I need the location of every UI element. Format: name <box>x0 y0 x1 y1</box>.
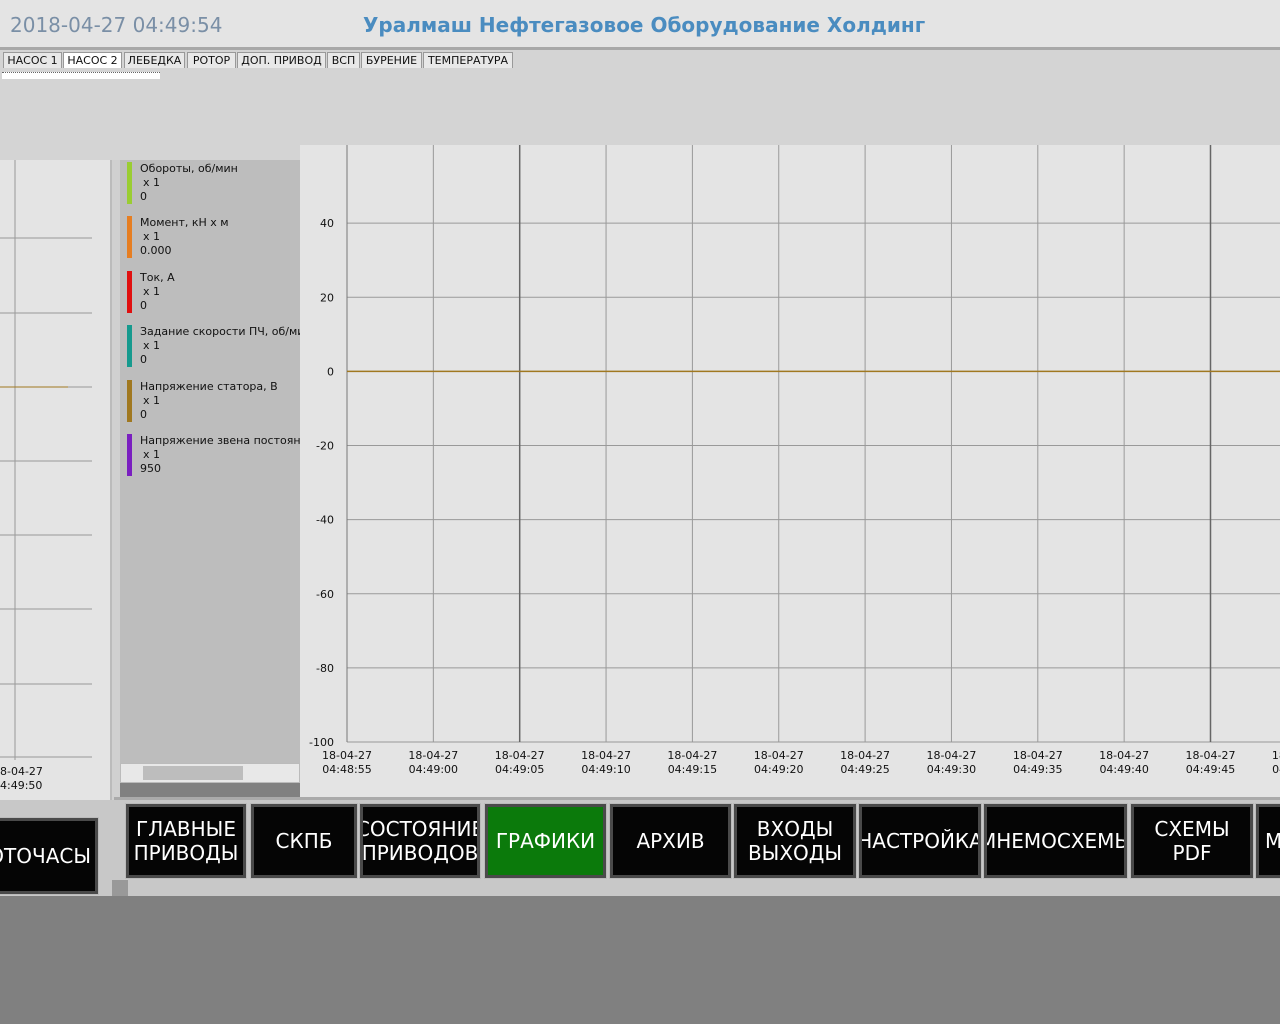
nav-button[interactable]: ВХОДЫ ВЫХОДЫ <box>734 804 856 878</box>
title: Уралмаш Нефтегазовое Оборудование Холдин… <box>363 13 926 37</box>
x-tick-label: 18-04-27 04:49:45 <box>1186 749 1236 776</box>
legend-value: 950 <box>140 462 161 475</box>
nav-button[interactable]: М <box>1256 804 1280 878</box>
x-tick-label: 18-04-27 04:49:40 <box>1099 749 1149 776</box>
y-tick-label: -20 <box>316 440 334 453</box>
legend-scale: x 1 <box>143 448 161 461</box>
legend-scale: x 1 <box>143 176 161 189</box>
legend-color <box>127 270 132 313</box>
nav-button[interactable]: МНЕМОСХЕМЫ <box>984 804 1127 878</box>
legend-value: 0 <box>140 407 147 421</box>
x-tick-label: 18-04-27 04:49:20 <box>754 749 804 776</box>
legend-color <box>127 325 132 368</box>
legend-scale: x 1 <box>143 393 161 407</box>
x-tick-label: 18-04-27 04:49:30 <box>926 749 976 776</box>
legend-value: 0 <box>140 298 147 312</box>
x-tick-label: 18-04-27 04:48:55 <box>322 749 372 776</box>
left-x-label: 4:49:50 <box>0 779 42 792</box>
x-tick-label: 18-04-27 04:49:25 <box>840 749 890 776</box>
x-tick-label: 18-04-27 04:49:10 <box>581 749 631 776</box>
scroll-thumb[interactable] <box>143 766 243 780</box>
tab[interactable]: НАСОС 2 <box>63 52 122 68</box>
chart-panel <box>300 145 1280 798</box>
y-tick-label: 0 <box>327 365 334 378</box>
nav-button[interactable]: СХЕМЫ PDF <box>1131 804 1253 878</box>
legend-color <box>127 379 132 422</box>
y-tick-label: -80 <box>316 662 334 675</box>
left-plot: 8-04-27 4:49:50 <box>0 160 112 810</box>
nav-button[interactable]: ГРАФИКИ <box>485 804 606 878</box>
x-tick-label: 18-04-27 04:49:05 <box>495 749 545 776</box>
y-tick-label: -100 <box>309 736 334 749</box>
nav-button[interactable]: ОТОЧАСЫ <box>0 818 98 894</box>
y-tick-label: -40 <box>316 514 334 527</box>
legend-value: 0 <box>140 190 147 203</box>
nav-button[interactable]: ГЛАВНЫЕ ПРИВОДЫ <box>126 804 246 878</box>
tab[interactable]: ВСП <box>327 52 360 68</box>
nav-button[interactable]: СОСТОЯНИЕ ПРИВОДОВ <box>360 804 480 878</box>
legend-color <box>127 162 132 204</box>
legend-name: Обороты, об/мин <box>140 162 238 175</box>
chart: -100 -80 -60 -40 -20 0 20 40 18-04-27 04:48:55 18-… <box>309 145 1280 776</box>
tab[interactable]: ДОП. ПРИВОД <box>237 52 326 68</box>
tab[interactable]: НАСОС 1 <box>3 52 62 68</box>
x-tick-label: 18-04-27 04:49:15 <box>667 749 717 776</box>
legend-scale: x 1 <box>143 339 161 353</box>
legend-name: Напряжение звена постоянного тока <box>140 434 300 447</box>
left-plot-svg: 8-04-27 4:49:50 <box>0 160 92 792</box>
header: 2018-04-27 04:49:54 Уралмаш Нефтегазовое… <box>0 0 1280 50</box>
tab-area <box>0 50 1280 160</box>
y-tick-label: 20 <box>320 291 334 304</box>
nav-button[interactable]: НАСТРОЙКА <box>859 804 981 878</box>
legend-color <box>127 216 132 259</box>
tab[interactable]: ТЕМПЕРАТУРА <box>423 52 513 68</box>
corner <box>112 880 128 896</box>
legend-name: Ток, А <box>140 270 175 284</box>
legend-scale: x 1 <box>143 284 161 298</box>
divider <box>114 797 1280 800</box>
legend-name: Задание скорости ПЧ, об/мин <box>140 325 300 339</box>
legend-name: Напряжение статора, В <box>140 379 278 393</box>
tab[interactable]: ЛЕБЕДКА <box>124 52 185 68</box>
y-tick-label: 40 <box>320 217 334 230</box>
legend-value: 0 <box>140 353 147 367</box>
splitter <box>112 160 120 800</box>
nav-button[interactable]: АРХИВ <box>610 804 731 878</box>
legend-panel <box>120 160 300 763</box>
legend-name: Момент, кН x м <box>140 216 229 230</box>
x-tick-label: 18-04-27 04:49:00 <box>408 749 458 776</box>
tab[interactable]: БУРЕНИЕ <box>361 52 422 68</box>
legend-value: 0.000 <box>140 244 172 258</box>
datetime: 2018-04-27 04:49:54 <box>10 13 223 37</box>
scrollbar[interactable] <box>120 763 300 783</box>
tab[interactable]: РОТОР <box>187 52 236 68</box>
y-tick-label: -60 <box>316 588 334 601</box>
x-tick-label: 18-04-27 04:49:35 <box>1013 749 1063 776</box>
tab-underline <box>2 72 160 79</box>
nav-button[interactable]: СКПБ <box>251 804 357 878</box>
legend-scale: x 1 <box>143 230 161 244</box>
legend-color <box>127 434 132 476</box>
left-x-label: 8-04-27 <box>0 765 43 778</box>
